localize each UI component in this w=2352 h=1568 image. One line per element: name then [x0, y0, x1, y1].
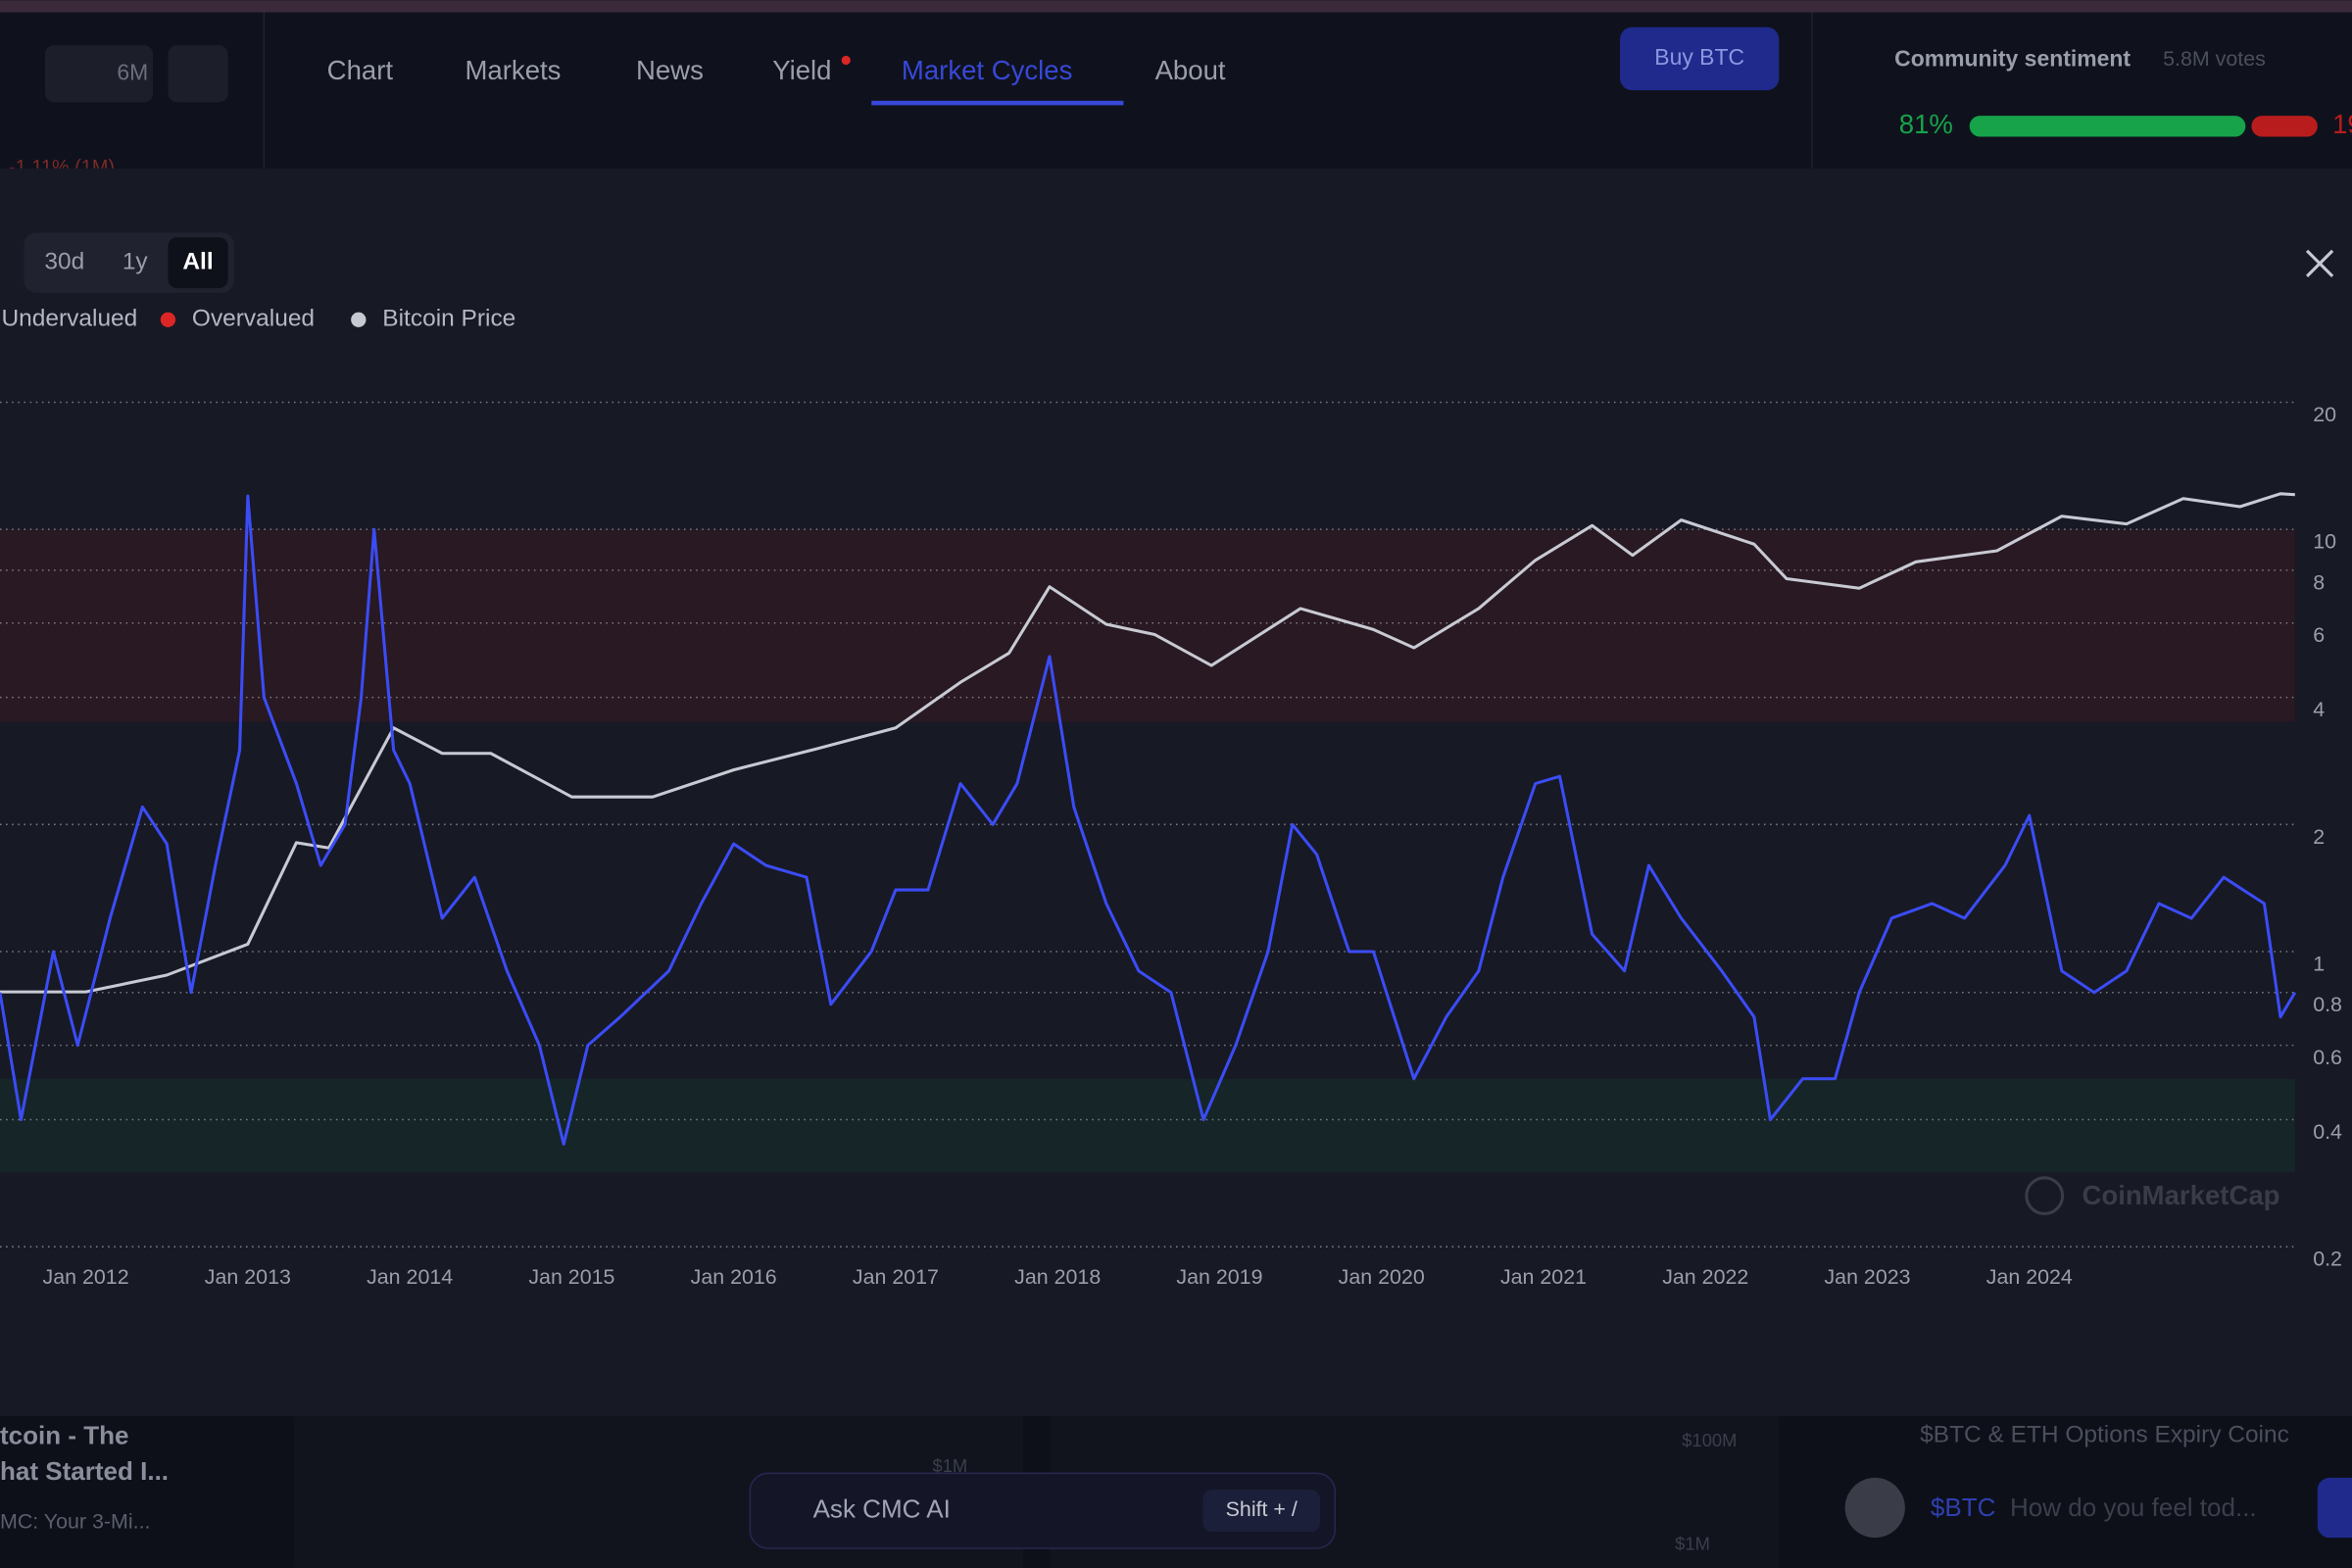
- y-tick-label: 0.6: [2313, 1046, 2342, 1069]
- news-title: tcoin - The: [0, 1420, 129, 1449]
- bearish-bar: [2251, 116, 2318, 137]
- x-tick-label: Jan 2014: [367, 1265, 453, 1289]
- x-tick-label: Jan 2012: [43, 1265, 129, 1289]
- watermark-logo: [2025, 1176, 2065, 1216]
- legend-label[interactable]: Undervalued: [2, 306, 138, 332]
- y-tick-label: 0.8: [2313, 993, 2342, 1016]
- series-line: [0, 492, 2295, 994]
- y-tick-label: 0.4: [2313, 1120, 2342, 1144]
- zone-band: [0, 1078, 2295, 1173]
- tab[interactable]: Chart: [327, 55, 394, 85]
- range-button[interactable]: 1y: [122, 249, 149, 275]
- x-tick-label: Jan 2013: [205, 1265, 291, 1289]
- post-button[interactable]: [2317, 1477, 2352, 1539]
- tab[interactable]: Markets: [465, 55, 561, 85]
- buy-label: Buy BTC: [1654, 44, 1744, 70]
- shortcut: Shift + /: [1226, 1497, 1298, 1521]
- x-tick-label: Jan 2021: [1500, 1265, 1587, 1289]
- tab[interactable]: Yield: [772, 55, 831, 85]
- x-tick-label: Jan 2015: [528, 1265, 614, 1289]
- x-tick-label: Jan 2016: [691, 1265, 777, 1289]
- share-button[interactable]: [168, 45, 228, 103]
- range-button[interactable]: All: [182, 249, 213, 275]
- badge: [841, 55, 851, 66]
- post-input: How do you feel tod...: [2010, 1493, 2257, 1522]
- watermark: CoinMarketCap: [2082, 1180, 2279, 1210]
- range-button[interactable]: 30d: [44, 249, 84, 275]
- y-tick-label: 8: [2313, 570, 2325, 594]
- news-title: hat Started I...: [0, 1456, 169, 1486]
- x-tick-label: Jan 2017: [853, 1265, 939, 1289]
- x-tick-label: Jan 2023: [1824, 1265, 1910, 1289]
- buy-button[interactable]: [1620, 26, 1780, 91]
- avatar: [1844, 1477, 1905, 1539]
- tab[interactable]: News: [636, 55, 704, 85]
- top-strip: [0, 0, 2352, 13]
- y-tick-label: 0.2: [2313, 1248, 2342, 1271]
- y-tick-label: 4: [2313, 698, 2325, 721]
- axis-label: $1M: [933, 1455, 968, 1476]
- y-tick-label: 6: [2313, 623, 2325, 647]
- tab[interactable]: About: [1155, 55, 1226, 85]
- axis-label: $100M: [1682, 1430, 1737, 1450]
- x-tick-label: Jan 2019: [1176, 1265, 1262, 1289]
- legend-label[interactable]: Bitcoin Price: [382, 306, 515, 332]
- watch-count: 6M: [117, 59, 148, 84]
- ask-label: Ask CMC AI: [813, 1494, 951, 1523]
- header-bg: [0, 12, 2352, 169]
- close-button[interactable]: [2305, 249, 2334, 277]
- modal: [0, 168, 2352, 1417]
- tab-underline: [871, 100, 1124, 106]
- x-tick-label: Jan 2022: [1662, 1265, 1748, 1289]
- y-tick-label: 10: [2313, 530, 2336, 554]
- sentiment-title: Community sentiment: [1894, 46, 2131, 72]
- y-tick-label: 2: [2313, 825, 2325, 849]
- x-tick-label: Jan 2024: [1986, 1265, 2073, 1289]
- ask-box[interactable]: [749, 1472, 1337, 1549]
- legend-dot: [160, 312, 176, 327]
- legend-dot: [351, 312, 367, 327]
- series-line: [0, 494, 2297, 1147]
- tab[interactable]: Market Cycles: [902, 55, 1073, 85]
- bullish-bar: [1969, 116, 2246, 137]
- feed-title: $BTC & ETH Options Expiry Coinc: [1920, 1422, 2289, 1448]
- x-tick-label: Jan 2020: [1339, 1265, 1425, 1289]
- shortcut-box: [1202, 1490, 1320, 1533]
- bullish: 81%: [1899, 109, 1953, 139]
- x-tick-label: Jan 2018: [1014, 1265, 1101, 1289]
- news-sub: MC: Your 3-Mi...: [0, 1509, 150, 1533]
- watch-button[interactable]: [44, 45, 154, 103]
- legend-label[interactable]: Overvalued: [192, 306, 315, 332]
- range-active: [168, 237, 228, 289]
- axis-label: $1M: [1675, 1534, 1710, 1554]
- post-tag: $BTC: [1931, 1493, 1996, 1522]
- bearish: 19%: [2332, 109, 2352, 139]
- y-tick-label: 1: [2313, 952, 2325, 975]
- sentiment-votes: 5.8M votes: [2163, 47, 2266, 71]
- y-tick-label: 20: [2313, 403, 2336, 426]
